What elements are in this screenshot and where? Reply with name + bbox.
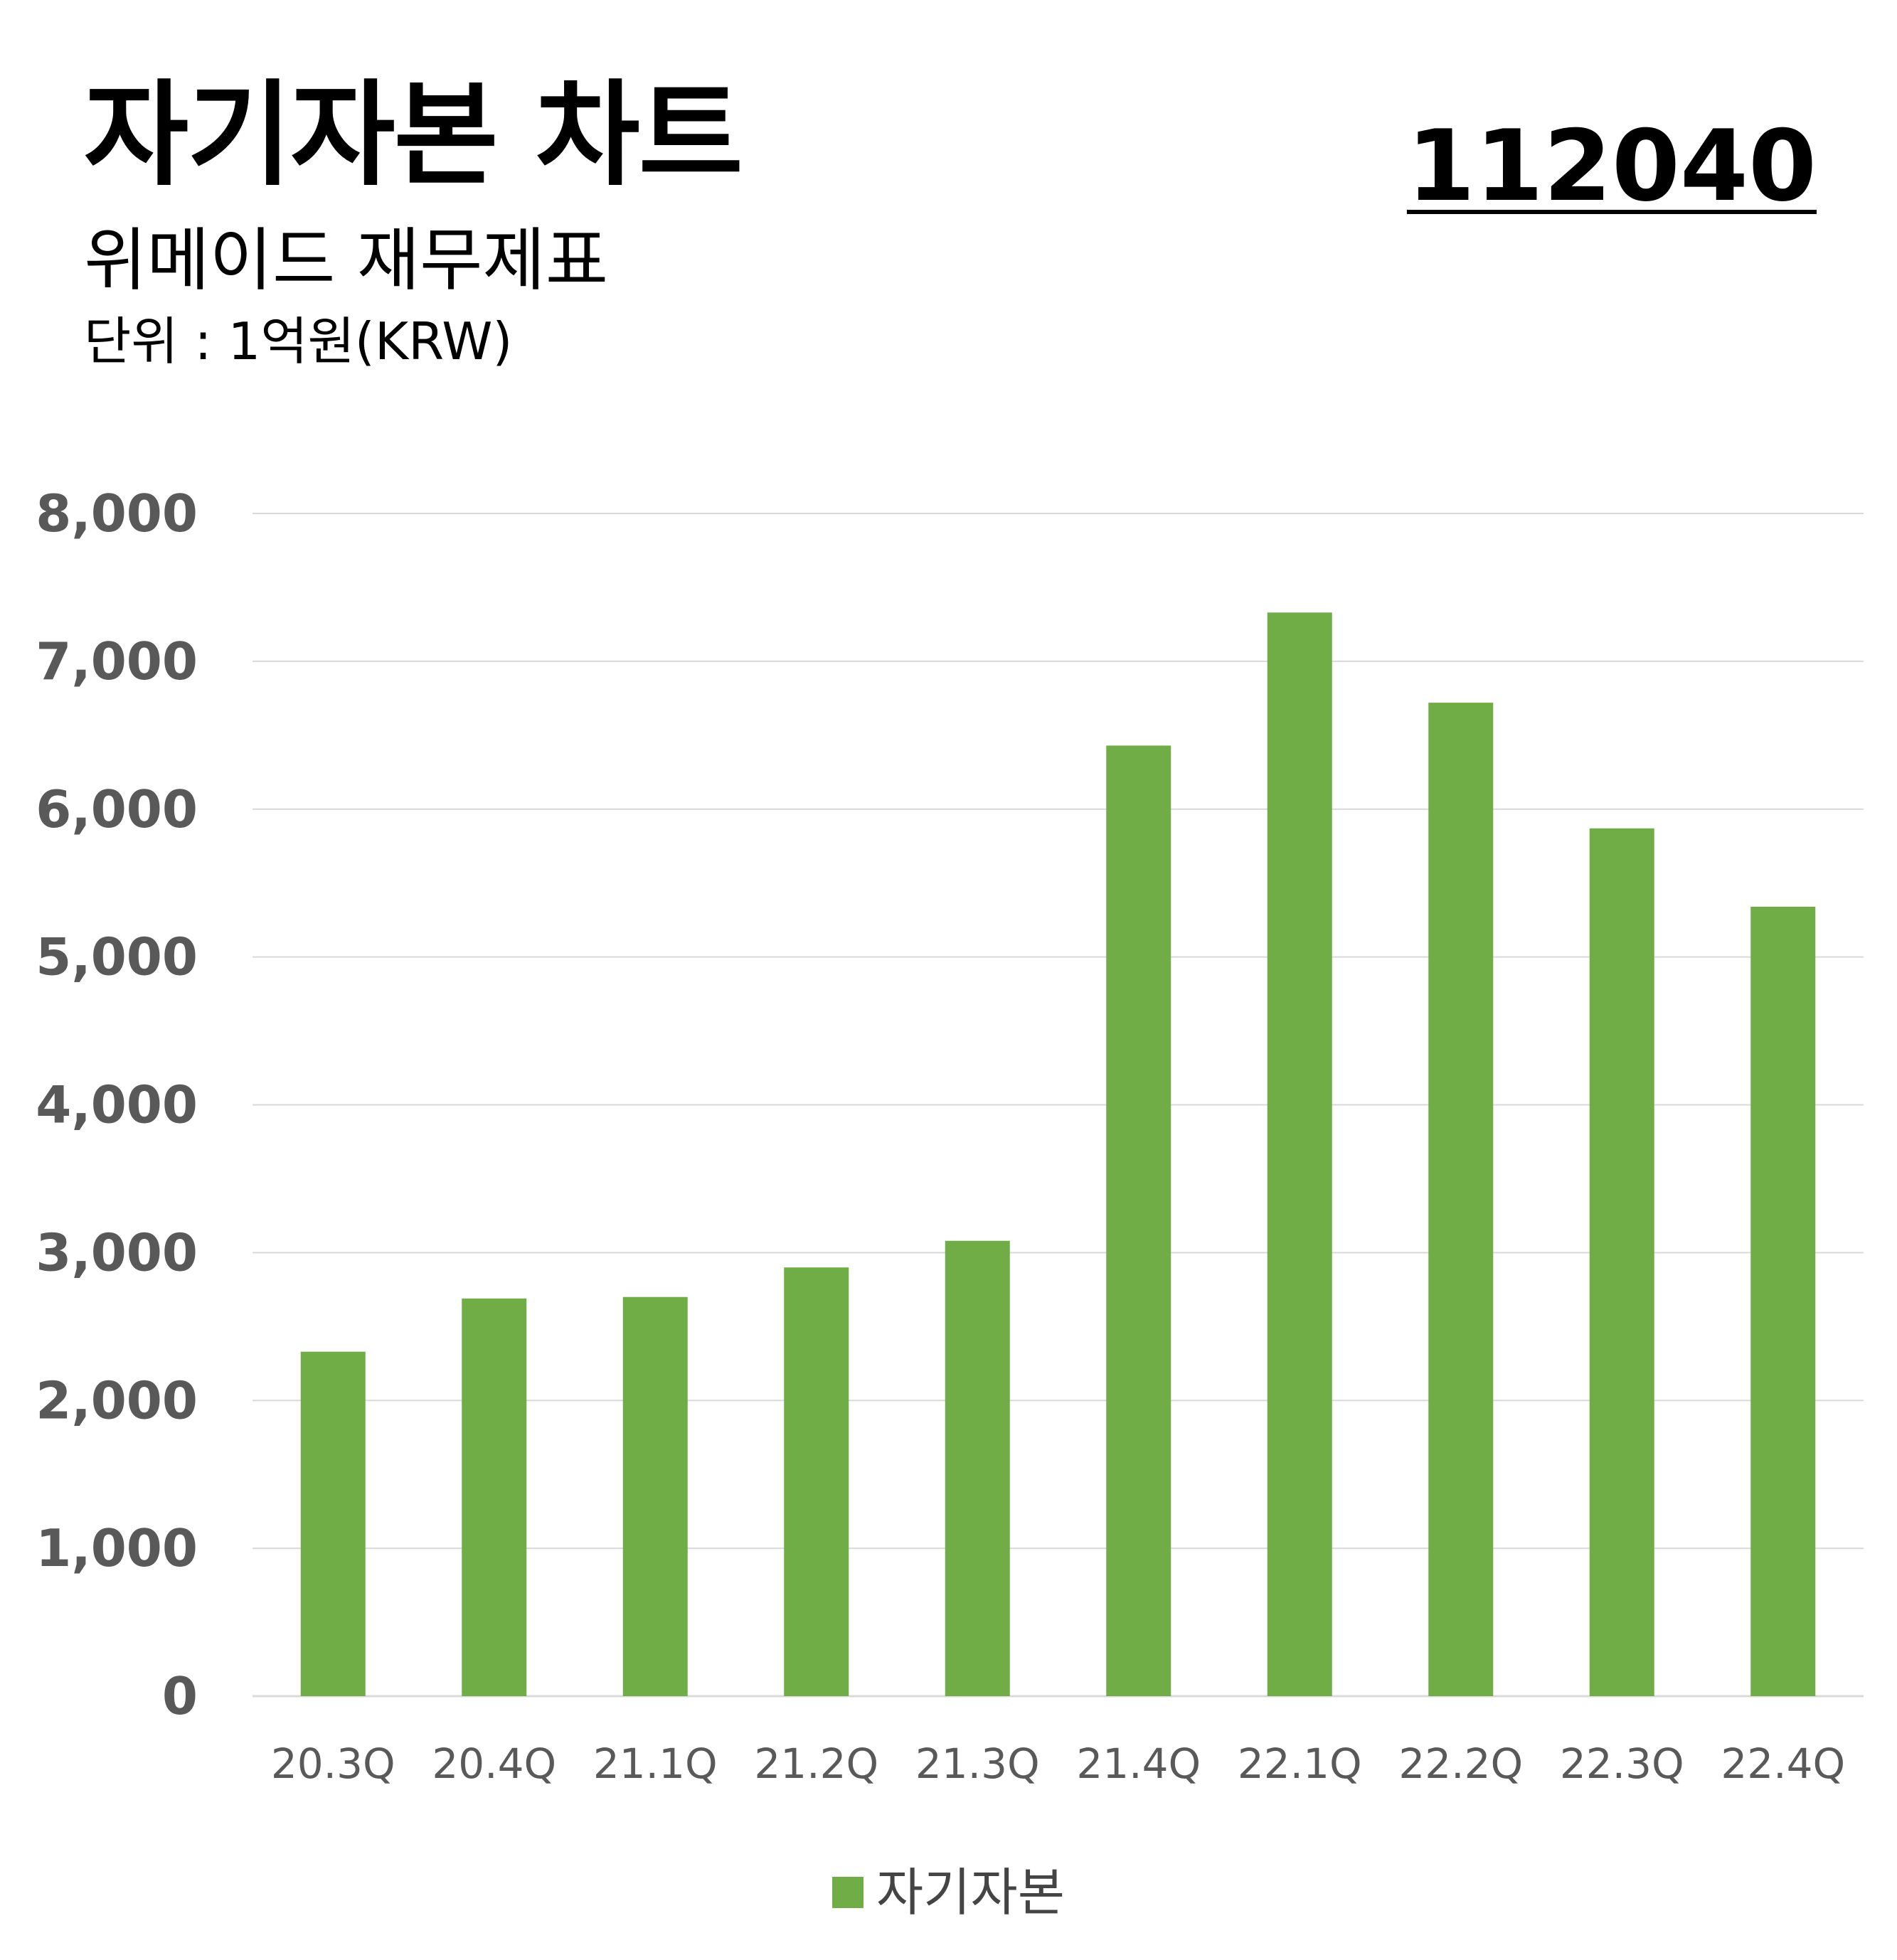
x-tick-label: 21.4Q — [1076, 1740, 1201, 1788]
bar — [462, 1298, 527, 1696]
y-tick-label: 8,000 — [36, 484, 198, 543]
legend-label: 자기자본 — [876, 1863, 1065, 1922]
y-axis-ticks: 0 1,000 2,000 3,000 4,000 5,000 6,000 7,000 8,00… — [36, 484, 198, 1726]
chart-subtitle: 위메이드 재무제표 — [84, 220, 609, 300]
bar — [784, 1267, 849, 1696]
x-tick-label: 22.2Q — [1398, 1740, 1523, 1788]
x-tick-label: 21.3Q — [915, 1740, 1040, 1788]
stock-code: 112040 — [1406, 109, 1817, 223]
y-tick-label: 7,000 — [36, 632, 198, 691]
bar — [1750, 906, 1816, 1696]
x-tick-label: 22.4Q — [1721, 1740, 1845, 1788]
bar — [945, 1240, 1010, 1696]
x-tick-label: 21.1Q — [593, 1740, 718, 1788]
x-tick-label: 22.1Q — [1238, 1740, 1362, 1788]
bar — [622, 1296, 688, 1696]
legend: 자기자본 — [0, 1867, 1897, 1918]
y-tick-label: 4,000 — [36, 1075, 198, 1135]
bar-chart: 0 1,000 2,000 3,000 4,000 5,000 6,000 7,000 8,00… — [36, 484, 1864, 1788]
legend-swatch — [832, 1877, 864, 1908]
y-tick-label: 0 — [162, 1666, 198, 1726]
bar — [300, 1351, 366, 1696]
bars — [300, 612, 1816, 1696]
bar — [1428, 703, 1494, 1696]
unit-label: 단위 : 1억원(KRW) — [84, 311, 513, 371]
x-tick-label: 20.4Q — [432, 1740, 556, 1788]
bar — [1589, 828, 1654, 1696]
bar — [1267, 612, 1332, 1696]
y-tick-label: 3,000 — [36, 1223, 198, 1282]
x-tick-label: 22.3Q — [1560, 1740, 1684, 1788]
bar — [1106, 745, 1171, 1696]
x-tick-label: 20.3Q — [271, 1740, 395, 1788]
y-tick-label: 2,000 — [36, 1370, 198, 1430]
x-axis-ticks: 20.3Q 20.4Q 21.1Q 21.2Q 21.3Q 21.4Q 22.1Q 22.2Q… — [271, 1740, 1845, 1788]
x-tick-label: 21.2Q — [754, 1740, 878, 1788]
y-tick-label: 1,000 — [36, 1518, 198, 1578]
chart-title: 자기자본 차트 — [84, 68, 743, 201]
y-tick-label: 6,000 — [36, 779, 198, 839]
y-tick-label: 5,000 — [36, 927, 198, 987]
